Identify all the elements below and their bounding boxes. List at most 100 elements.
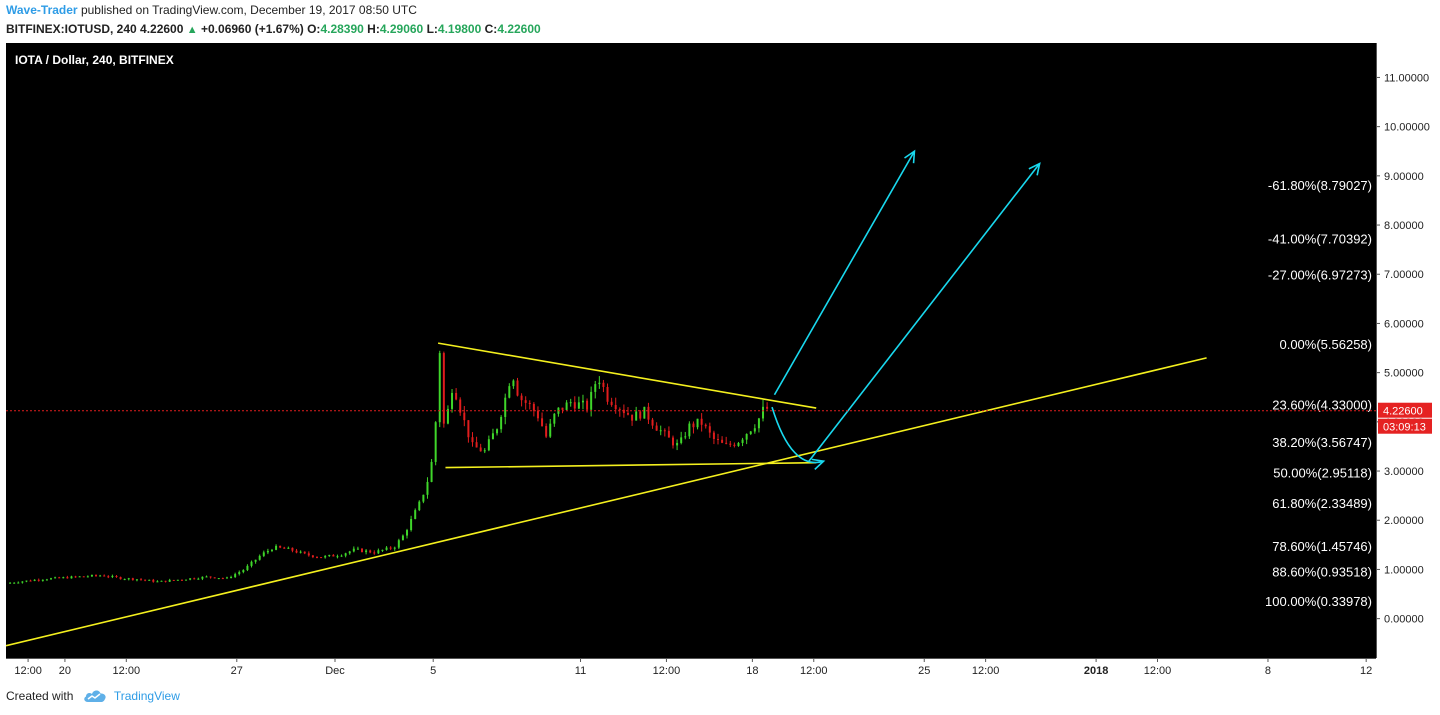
candle-body [483, 450, 486, 452]
candle-body [369, 550, 372, 553]
candle-body [197, 578, 200, 580]
candle-body [45, 579, 48, 581]
candle-body [455, 392, 458, 400]
candle-body [479, 447, 482, 452]
candle-body [577, 402, 580, 409]
candle-body [757, 418, 760, 429]
candle-body [332, 554, 335, 557]
candle-body [696, 418, 699, 428]
x-tick-label: 11 [575, 665, 586, 677]
candle-body [438, 353, 441, 423]
target-arrow-2[interactable] [808, 163, 1041, 462]
x-tick-label: 12:00 [800, 665, 828, 677]
y-tick-label: 10.00000 [1384, 122, 1430, 134]
candle-body [78, 576, 81, 578]
candle-body [545, 426, 548, 437]
candle-body [766, 406, 769, 409]
price-change: +0.06960 (+1.67%) [201, 22, 304, 36]
chart-panel[interactable]: IOTA / Dollar, 240, BITFINEX 11.00000 10.0… [6, 43, 1434, 680]
candle-body [119, 577, 122, 580]
candle-body [524, 400, 527, 403]
candle-body [209, 576, 212, 578]
candle-body [340, 555, 343, 557]
candle-body [471, 437, 474, 443]
candle-body [426, 481, 429, 495]
retest-curve-arrow[interactable] [771, 406, 824, 464]
candle-body [422, 494, 425, 502]
candle-body [328, 554, 331, 557]
candle-body [41, 579, 44, 581]
y-tick-label: 5.00000 [1384, 368, 1424, 380]
candle-body [217, 578, 220, 580]
author-link[interactable]: Wave-Trader [6, 3, 78, 17]
low-value: 4.19800 [437, 22, 482, 36]
high-label: H: [367, 22, 380, 36]
candle-body [62, 577, 65, 579]
high-value: 4.29060 [379, 22, 424, 36]
current-price-label: 4.22600 [1383, 406, 1423, 418]
price-axis[interactable] [1376, 43, 1434, 680]
candle-body [242, 570, 245, 573]
candle-body [688, 423, 691, 437]
candle-body [283, 547, 286, 549]
y-tick-label: 8.00000 [1384, 220, 1424, 232]
target-arrow-head-1 [904, 149, 916, 164]
candle-body [246, 565, 249, 571]
candle-body [741, 439, 744, 443]
candle-body [156, 581, 159, 583]
tradingview-link[interactable]: TradingView [113, 689, 180, 703]
candle-body [127, 578, 130, 580]
x-tick-label: 12:00 [14, 665, 42, 677]
chart-title: IOTA / Dollar, 240, BITFINEX [15, 53, 174, 67]
candle-body [221, 578, 224, 580]
candle-body [389, 547, 392, 549]
candle-body [467, 420, 470, 438]
fib-level-label: 38.20%(3.56747) [1272, 435, 1372, 450]
y-tick-label: 9.00000 [1384, 171, 1424, 183]
triangle-upper-line[interactable] [437, 342, 817, 409]
countdown-badge [1378, 418, 1432, 434]
time-axis[interactable] [6, 658, 1376, 680]
candle-body [418, 501, 421, 511]
candle-body [213, 577, 216, 579]
target-arrow-1[interactable] [773, 150, 916, 396]
support-trendline[interactable] [6, 357, 1207, 647]
candle-body [410, 518, 413, 531]
candle-body [152, 579, 155, 582]
candle-body [365, 550, 368, 553]
candle-body [536, 410, 539, 419]
candle-body [712, 432, 715, 440]
candle-body [586, 400, 589, 410]
candle-body [491, 433, 494, 440]
y-tick-label: 6.00000 [1384, 318, 1424, 330]
candle-body [393, 547, 396, 549]
candle-body [74, 576, 77, 578]
candle-body [307, 553, 310, 556]
x-tick-label: 12:00 [972, 665, 1000, 677]
candle-body [303, 551, 306, 554]
candle-body [745, 433, 748, 440]
x-tick-label: 12:00 [113, 665, 141, 677]
candle-body [442, 353, 445, 424]
triangle-lower-line[interactable] [445, 461, 817, 469]
tradingview-cloud-icon [83, 690, 106, 702]
candle-body [459, 399, 462, 413]
candle-body [115, 575, 118, 578]
candle-body [610, 401, 613, 405]
candle-body [189, 578, 192, 580]
price-chart[interactable]: IOTA / Dollar, 240, BITFINEX 11.00000 10.0… [6, 43, 1434, 680]
candle-body [99, 575, 102, 577]
candle-body [618, 409, 621, 411]
candle-body [602, 382, 605, 387]
y-tick-label: 0.00000 [1384, 614, 1424, 626]
x-tick-label: 12:00 [653, 665, 681, 677]
candle-body [753, 428, 756, 432]
candle-body [749, 431, 752, 434]
candle-body [598, 382, 601, 385]
candle-body [520, 395, 523, 401]
candle-body [299, 551, 302, 553]
created-with-label: Created with [6, 689, 74, 703]
candle-body [230, 576, 233, 578]
candle-body [446, 408, 449, 424]
candle-body [279, 545, 282, 548]
